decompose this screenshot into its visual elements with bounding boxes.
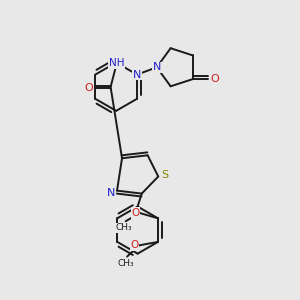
Text: O: O: [85, 83, 93, 93]
Text: S: S: [161, 170, 168, 180]
Text: CH₃: CH₃: [116, 223, 133, 232]
Text: O: O: [210, 74, 219, 84]
Text: O: O: [130, 240, 139, 250]
Text: NH: NH: [109, 58, 124, 68]
Text: O: O: [131, 208, 140, 218]
Text: N: N: [153, 62, 161, 72]
Text: N: N: [133, 70, 141, 80]
Text: CH₃: CH₃: [117, 259, 134, 268]
Text: N: N: [107, 188, 115, 198]
